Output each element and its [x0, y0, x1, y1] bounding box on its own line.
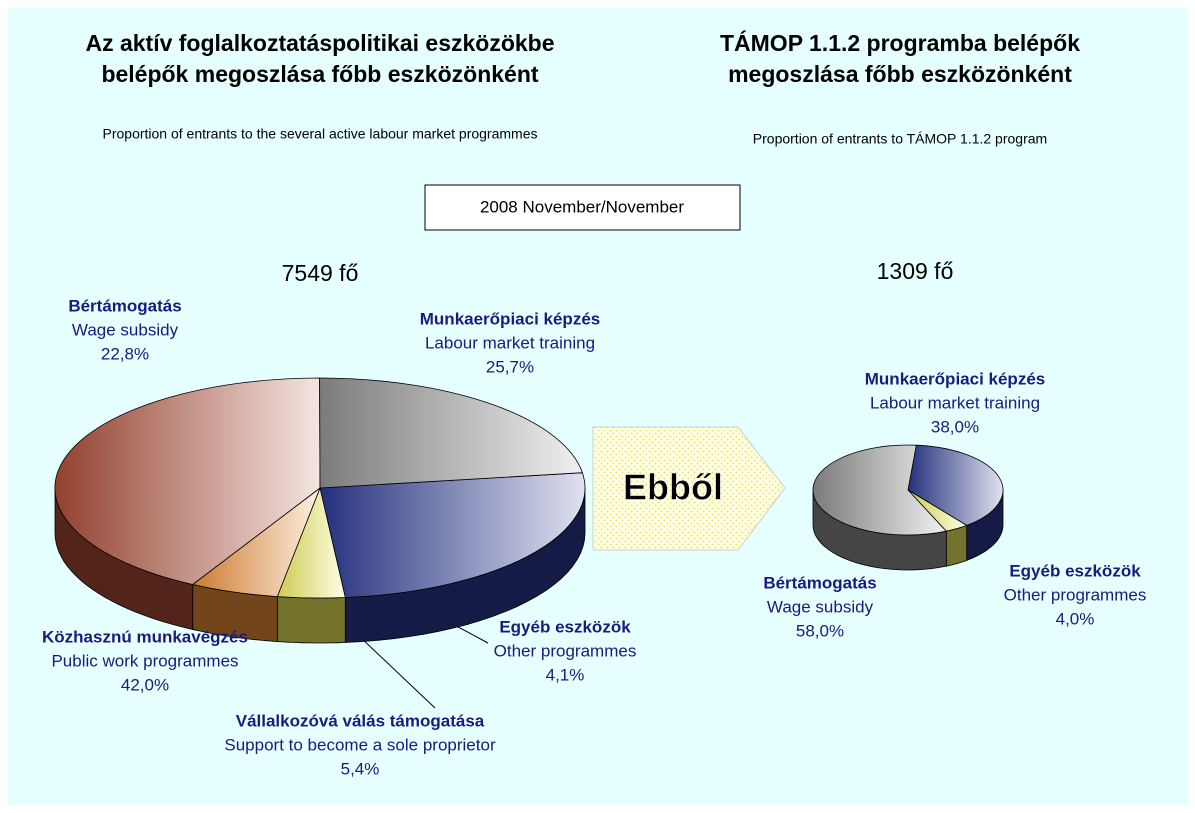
slice	[907, 444, 1004, 526]
chart-subtitle: Proportion of entrants to TÁMOP 1.1.2 pr…	[753, 131, 1047, 147]
slice-side	[276, 596, 346, 644]
data-label: 42,0%	[121, 675, 169, 694]
slice-label-translation: Wage subsidy	[72, 320, 179, 339]
slice-label: Bértámogatás	[68, 296, 181, 315]
slice-label-translation: Wage subsidy	[767, 597, 874, 616]
slice	[812, 444, 948, 536]
chart-title: Az aktív foglalkoztatáspolitikai eszközö…	[85, 30, 554, 56]
pie	[54, 377, 586, 644]
slice	[54, 377, 321, 585]
arrow	[592, 426, 786, 551]
slice-label-translation: Support to become a sole proprietor	[224, 735, 496, 754]
arrow-label: Ebből	[623, 467, 723, 508]
slice-label-translation: Other programmes	[494, 641, 637, 660]
slice-label: Munkaerőpiaci képzés	[420, 309, 600, 328]
slice-side	[945, 524, 968, 567]
period-box	[424, 184, 741, 231]
pie	[812, 444, 1004, 571]
slice-label-translation: Labour market training	[425, 333, 595, 352]
slice-label-translation: Other programmes	[1004, 585, 1147, 604]
total: 1309 fő	[877, 258, 954, 284]
data-label: 5,4%	[341, 759, 380, 778]
chart-title: megoszlása főbb eszközönként	[728, 61, 1072, 87]
data-label: 38,0%	[931, 417, 979, 436]
data-label: 22,8%	[101, 344, 149, 363]
data-label: 4,0%	[1056, 609, 1095, 628]
slice-label-translation: Labour market training	[870, 393, 1040, 412]
slice-label: Munkaerőpiaci képzés	[865, 369, 1045, 388]
slice	[319, 472, 586, 598]
slice-label: Közhasznú munkavégzés	[42, 627, 248, 646]
data-label: 58,0%	[796, 621, 844, 640]
total: 7549 fő	[282, 260, 359, 286]
data-label: 4,1%	[546, 665, 585, 684]
slice-label: Bértámogatás	[763, 573, 876, 592]
chart-title: belépők megoszlása főbb eszközönként	[101, 61, 538, 87]
slice-label: Vállalkozóvá válás támogatása	[236, 711, 485, 730]
slice	[319, 377, 583, 489]
slice-label: Egyéb eszközök	[1009, 561, 1141, 580]
chart-title: TÁMOP 1.1.2 programba belépők	[720, 29, 1080, 56]
data-label: 25,7%	[486, 357, 534, 376]
slice-label-translation: Public work programmes	[51, 651, 238, 670]
period: 2008 November/November	[480, 197, 684, 216]
slice-label: Egyéb eszközök	[499, 617, 631, 636]
chart-subtitle: Proportion of entrants to the several ac…	[103, 126, 538, 142]
